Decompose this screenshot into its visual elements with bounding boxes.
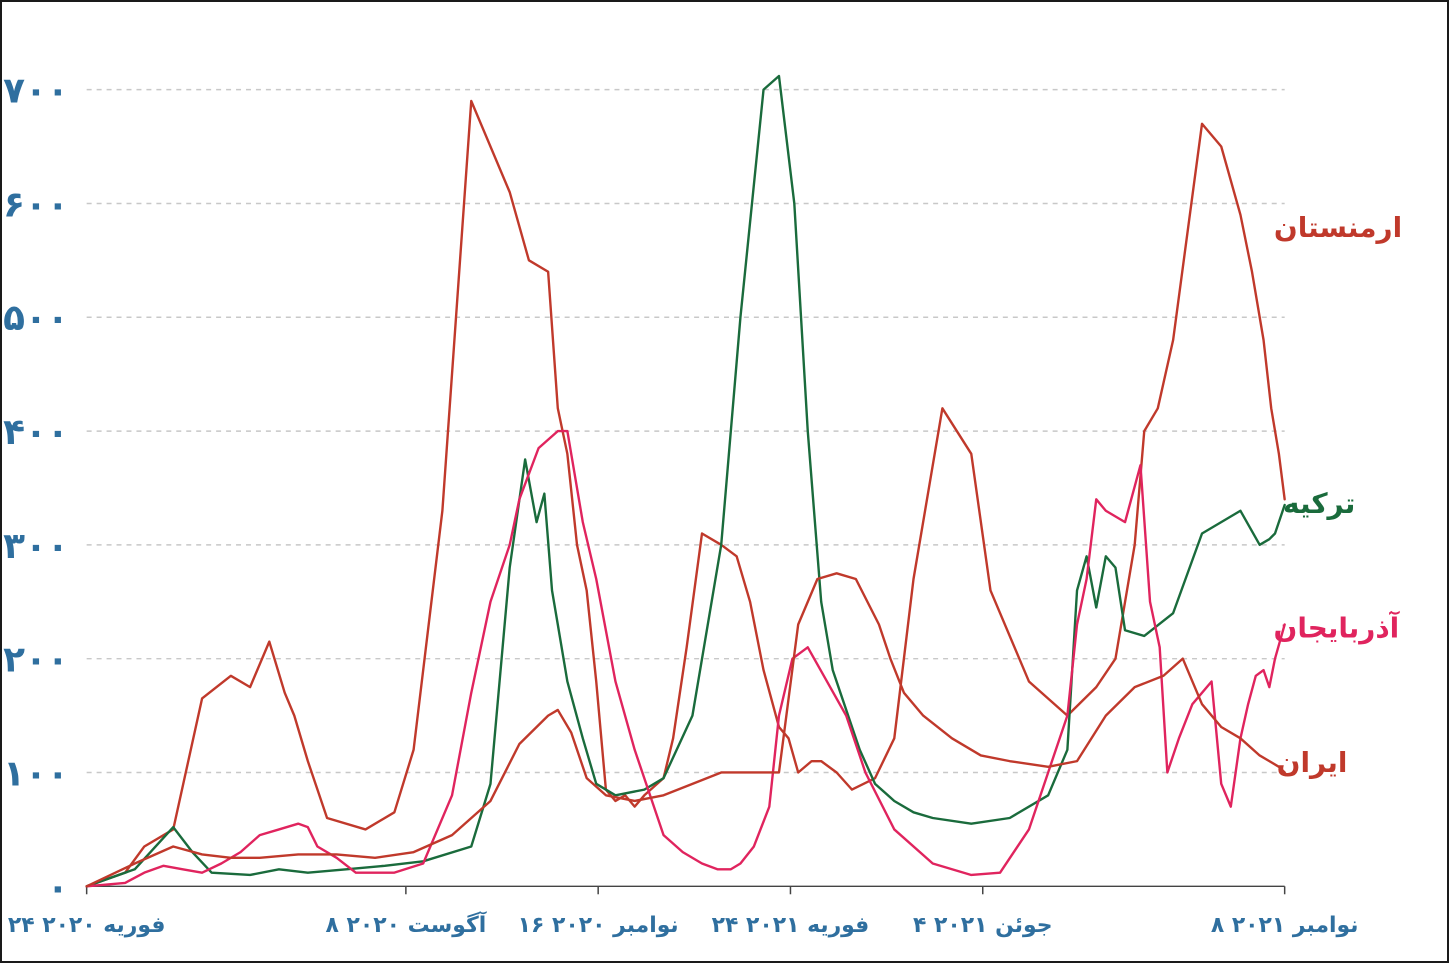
grid-lines	[86, 88, 1285, 774]
series-lines	[85, 74, 1286, 888]
x-tick-label-4: ۴ جوئن ۲۰۲۱	[913, 913, 1052, 938]
y-tick-label-100: ۱۰۰	[3, 753, 69, 794]
y-tick-label-300: ۳۰۰	[3, 526, 69, 567]
y-tick-label-600: ۶۰۰	[3, 184, 69, 225]
series-label-azerbaijan: آذربایجان	[1274, 610, 1401, 644]
series-line-armenia	[85, 99, 1286, 888]
x-tick-label-3: ۲۴ فوریه ۲۰۲۱	[712, 913, 870, 938]
x-tick-label-1: ۸ آگوست ۲۰۲۰	[326, 910, 487, 938]
y-axis-tick-labels: ۰ ۱۰۰ ۲۰۰ ۳۰۰ ۴۰۰ ۵۰۰ ۶۰۰ ۷۰۰	[3, 71, 69, 909]
y-tick-label-0: ۰	[47, 867, 69, 908]
series-label-iran: ایران	[1277, 746, 1348, 779]
series-line-iran	[85, 572, 1286, 888]
y-tick-label-500: ۵۰۰	[3, 298, 69, 339]
series-line-turkey	[85, 74, 1286, 888]
y-tick-label-200: ۲۰۰	[3, 640, 69, 681]
series-line-azerbaijan	[85, 429, 1286, 888]
x-tick-label-0: ۲۴ فوریه ۲۰۲۰	[8, 913, 166, 938]
series-label-turkey: ترکیه	[1283, 487, 1355, 520]
x-axis	[85, 885, 1286, 895]
x-axis-tick-labels: ۲۴ فوریه ۲۰۲۰ ۸ آگوست ۲۰۲۰ ۱۶ نوامبر ۲۰۲۰ ۲…	[8, 910, 1359, 938]
x-tick-label-2: ۱۶ نوامبر ۲۰۲۰	[518, 913, 679, 938]
y-tick-label-700: ۷۰۰	[3, 71, 69, 112]
series-label-armenia: ارمنستان	[1274, 211, 1402, 244]
y-tick-label-400: ۴۰۰	[3, 412, 69, 453]
x-tick-label-5: ۸ نوامبر ۲۰۲۱	[1211, 913, 1359, 938]
